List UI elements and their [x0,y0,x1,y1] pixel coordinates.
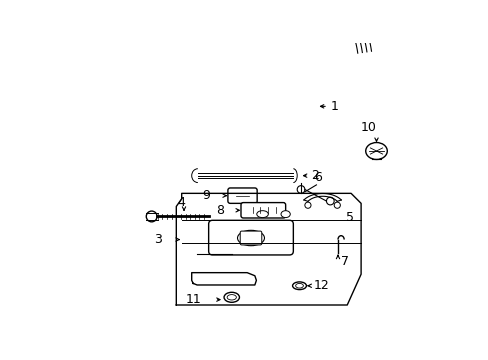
FancyBboxPatch shape [227,188,257,203]
Text: 6: 6 [313,171,322,184]
Text: 2: 2 [310,169,318,182]
Text: 7: 7 [341,255,348,267]
FancyBboxPatch shape [208,220,293,255]
Text: 8: 8 [216,204,224,217]
Ellipse shape [281,211,290,217]
Text: 9: 9 [202,189,210,202]
Ellipse shape [226,294,236,300]
Text: 4: 4 [178,196,185,209]
Text: 10: 10 [360,121,376,134]
Ellipse shape [365,143,386,159]
Text: 1: 1 [329,100,338,113]
Text: 11: 11 [185,293,201,306]
Text: 3: 3 [154,233,162,246]
Ellipse shape [292,282,306,289]
FancyBboxPatch shape [241,203,285,218]
Text: 5: 5 [345,211,353,225]
Ellipse shape [237,230,264,246]
Ellipse shape [224,292,239,302]
FancyBboxPatch shape [240,231,261,245]
Ellipse shape [295,283,303,288]
Text: 12: 12 [313,279,329,292]
Ellipse shape [256,211,268,217]
